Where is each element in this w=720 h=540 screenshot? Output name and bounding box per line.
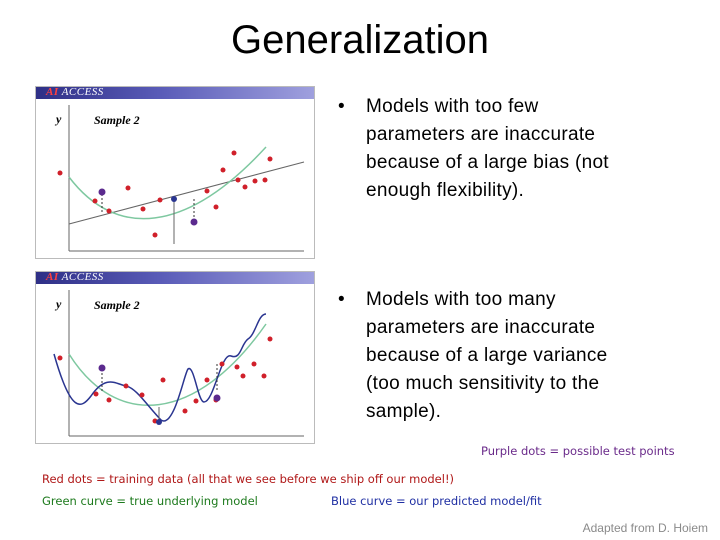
underfit-plot: y x Sample 2 xyxy=(54,105,305,258)
bullet-symbol: • xyxy=(338,289,345,310)
training-dot xyxy=(220,167,226,173)
training-dot xyxy=(152,232,158,238)
bullet-text: • Models with too many parameters are in… xyxy=(338,286,706,426)
panel-header-logo: AI ACCESS xyxy=(46,271,104,284)
fit-line xyxy=(68,161,305,225)
training-dot xyxy=(139,392,145,398)
training-dot xyxy=(93,391,99,397)
x-axis-label: x xyxy=(293,254,300,258)
bullet-line: because of a large bias (not xyxy=(366,152,609,173)
note-blue-curve: Blue curve = our predicted model/fit xyxy=(331,494,542,508)
training-dot xyxy=(251,361,257,367)
training-dot xyxy=(267,336,273,342)
test-dot xyxy=(190,218,198,226)
test-dot xyxy=(98,364,106,372)
training-dot xyxy=(57,170,63,176)
training-dot xyxy=(204,188,210,194)
training-dot xyxy=(267,156,273,162)
panel-header-ai: AI xyxy=(46,86,59,98)
test-dot xyxy=(98,188,106,196)
bullet-line: because of a large variance xyxy=(366,345,608,366)
bullet-line: (too much sensitivity to the xyxy=(366,373,600,394)
training-dot xyxy=(262,177,268,183)
y-axis-label: y xyxy=(54,112,62,126)
training-dot xyxy=(234,364,240,370)
bullet-symbol: • xyxy=(338,96,345,117)
training-dot xyxy=(182,408,188,414)
test-dot xyxy=(213,394,221,402)
training-dot xyxy=(92,198,98,204)
true-model-curve xyxy=(68,146,267,220)
training-dot xyxy=(193,398,199,404)
training-dot xyxy=(213,204,219,210)
y-axis-label: y xyxy=(54,297,62,311)
bullet-underfit: • Models with too few parameters are ina… xyxy=(338,93,706,205)
panel-header-access: ACCESS xyxy=(61,86,104,98)
training-dot xyxy=(252,178,258,184)
bullet-line: enough flexibility). xyxy=(366,180,525,201)
training-dot xyxy=(204,377,210,383)
training-dot xyxy=(240,373,246,379)
x-axis-label: x xyxy=(293,439,300,443)
bullet-line: parameters are inaccurate xyxy=(366,124,596,145)
bullet-line: sample). xyxy=(366,401,442,422)
bullet-overfit: • Models with too many parameters are in… xyxy=(338,286,706,426)
panel-header-bar: AI ACCESS xyxy=(36,271,314,284)
note-red-dots: Red dots = training data (all that we se… xyxy=(42,472,455,486)
credit-text: Adapted from D. Hoiem xyxy=(582,521,708,535)
bullet-line: Models with too few xyxy=(366,96,539,117)
panel-header-access: ACCESS xyxy=(61,271,104,283)
training-dot xyxy=(157,197,163,203)
training-dot xyxy=(125,185,131,191)
prediction-dot xyxy=(171,196,177,202)
figure-panel-underfit: AI ACCESS y x Sample 2 xyxy=(35,86,315,259)
training-dot xyxy=(106,208,112,214)
training-dot xyxy=(57,355,63,361)
slide-title: Generalization xyxy=(231,18,489,62)
note-purple-dots: Purple dots = possible test points xyxy=(481,444,675,458)
prediction-dot xyxy=(156,419,162,425)
true-model-curve xyxy=(68,323,267,407)
training-dot xyxy=(235,177,241,183)
training-dot xyxy=(123,383,129,389)
bullet-text: • Models with too few parameters are ina… xyxy=(338,93,706,205)
training-dot xyxy=(160,377,166,383)
figure-panel-overfit: AI ACCESS y x Sample 2 xyxy=(35,271,315,444)
overfit-curve xyxy=(53,313,267,422)
training-dot xyxy=(242,184,248,190)
sample-label: Sample 2 xyxy=(94,113,140,127)
overfit-plot: y x Sample 2 xyxy=(53,290,304,443)
panel-header-bar: AI ACCESS xyxy=(36,86,314,99)
note-green-curve: Green curve = true underlying model xyxy=(42,494,258,508)
training-dot xyxy=(261,373,267,379)
panel-header-ai: AI xyxy=(46,271,59,283)
training-dot xyxy=(140,206,146,212)
bullet-line: parameters are inaccurate xyxy=(366,317,596,338)
bullet-line: Models with too many xyxy=(366,289,556,310)
training-dot xyxy=(106,397,112,403)
panel-header-logo: AI ACCESS xyxy=(46,86,104,99)
sample-label: Sample 2 xyxy=(94,298,140,312)
training-dot xyxy=(231,150,237,156)
training-dot xyxy=(219,361,225,367)
